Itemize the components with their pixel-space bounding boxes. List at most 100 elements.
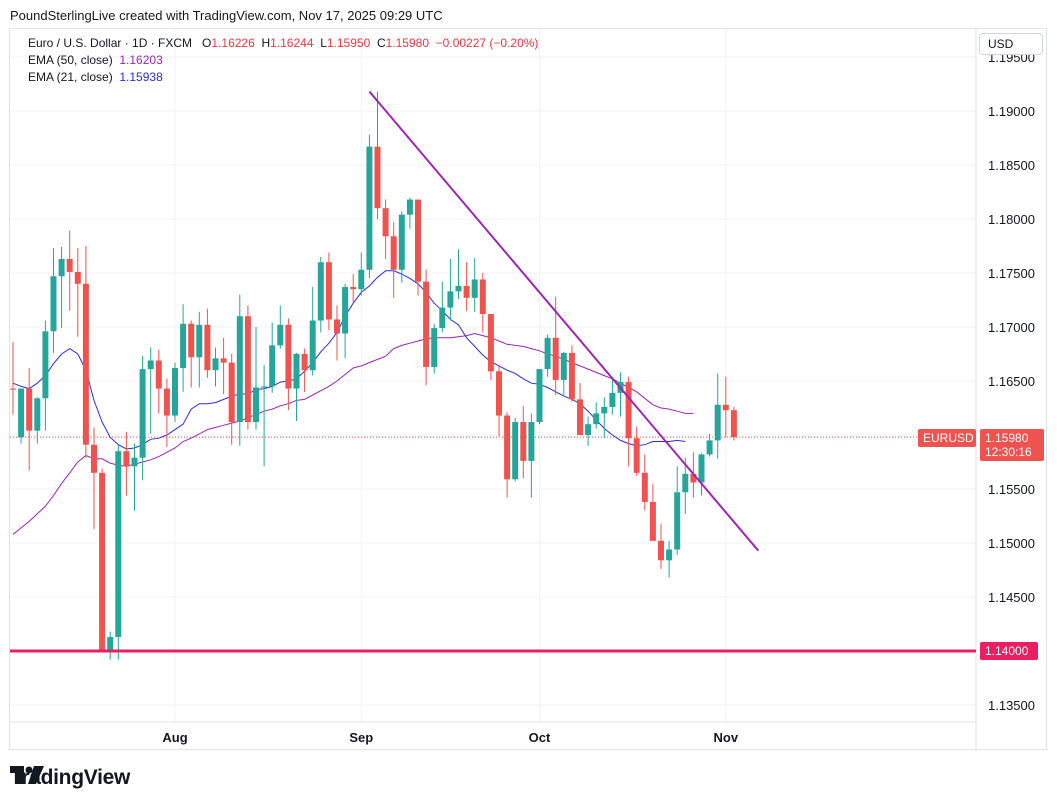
candle-body — [674, 492, 681, 550]
ema21-value: 1.15938 — [119, 70, 163, 84]
ema50-value: 1.16203 — [119, 53, 163, 67]
time-tick-label: Aug — [162, 730, 187, 745]
candle-body — [253, 387, 259, 423]
candle-body — [447, 291, 454, 308]
candle-body — [544, 337, 551, 370]
currency-button[interactable]: USD — [979, 33, 1043, 55]
candle-body — [455, 285, 462, 292]
candle-body — [568, 352, 575, 400]
candle-body — [244, 316, 251, 423]
candle-body — [528, 422, 535, 461]
chart-attribution: PoundSterlingLive created with TradingVi… — [10, 8, 443, 23]
time-tick-label: Sep — [349, 730, 373, 745]
price-tick-label: 1.16500 — [988, 374, 1035, 389]
candle-body — [301, 354, 308, 371]
bar-countdown-text: 12:30:16 — [985, 445, 1032, 460]
candle-body — [560, 352, 567, 380]
candle-body — [666, 549, 673, 561]
high-value: 1.16244 — [270, 36, 314, 50]
candle-body — [50, 276, 57, 332]
price-chart[interactable]: 1.195001.190001.185001.180001.175001.170… — [10, 29, 1048, 751]
change-value: −0.00227 (−0.20%) — [435, 36, 539, 50]
candle-body — [520, 422, 527, 461]
candle-body — [504, 415, 511, 480]
candle-body — [325, 262, 332, 320]
candle-body — [131, 457, 138, 467]
ema50-line — [12, 332, 694, 535]
tradingview-logo: TradingView — [10, 766, 130, 790]
candle-body — [147, 360, 154, 370]
time-tick-label: Oct — [529, 730, 551, 745]
candle-body — [706, 440, 713, 455]
open-value: 1.16226 — [211, 36, 255, 50]
trendline — [368, 90, 759, 552]
candle-body — [390, 236, 397, 270]
candle-body — [66, 258, 73, 272]
candle-body — [155, 360, 162, 389]
high-label: H — [261, 36, 271, 50]
candle-body — [293, 354, 300, 389]
ema21-legend[interactable]: EMA (21, close) 1.15938 — [28, 70, 163, 84]
candle-body — [698, 454, 705, 483]
chart-area[interactable]: 1.19500 1.19000 1.18500 1.18000 1.17500 1.170… — [9, 28, 1048, 751]
candle-body — [374, 146, 381, 209]
support-level-tag: 1.14000 — [980, 642, 1038, 660]
candle-body — [261, 386, 268, 388]
candle-body — [406, 199, 413, 215]
price-tick-label: 1.17500 — [988, 266, 1035, 281]
last-price-tag: 1.15980 12:30:16 — [980, 429, 1044, 462]
ema50-legend[interactable]: EMA (50, close) 1.16203 — [28, 53, 163, 67]
close-label: C — [376, 36, 386, 50]
price-tick-label: 1.17000 — [988, 320, 1035, 335]
candle-body — [99, 472, 106, 653]
price-tick-label: 1.19000 — [988, 104, 1035, 119]
candle-body — [415, 199, 421, 282]
candle-body — [658, 540, 664, 561]
candle-body — [82, 283, 89, 445]
candle-body — [439, 307, 446, 329]
low-label: L — [320, 36, 327, 50]
candle-body — [382, 208, 389, 237]
candle-body — [115, 451, 122, 637]
candle-body — [463, 285, 470, 298]
candle-body — [479, 279, 486, 315]
support-level-text: 1.14000 — [985, 644, 1029, 658]
candle-body — [163, 388, 170, 416]
ema21-line — [12, 270, 686, 450]
ema50-label: EMA (50, close) — [28, 53, 113, 67]
candle-body — [236, 316, 243, 423]
price-symbol-text: EURUSD — [923, 431, 974, 446]
last-price-text: 1.15980 — [985, 431, 1029, 446]
candle-body — [58, 258, 65, 277]
price-tick-label: 1.14500 — [988, 590, 1035, 605]
candle-body — [722, 404, 729, 411]
time-tick-label: Nov — [714, 730, 739, 745]
candle-body — [269, 345, 276, 387]
open-label: O — [202, 36, 212, 50]
price-symbol-tag: EURUSD — [918, 429, 976, 448]
candle-body — [317, 262, 324, 321]
candle-body — [350, 287, 357, 290]
candle-body — [601, 406, 608, 414]
candle-body — [285, 324, 292, 389]
candle-body — [682, 473, 689, 493]
candle-body — [123, 451, 130, 467]
candle-body — [423, 281, 430, 367]
candle-body — [34, 398, 41, 431]
candle-body — [91, 444, 97, 473]
candle-body — [188, 323, 195, 358]
candle-body — [487, 314, 494, 372]
candle-body — [536, 369, 543, 423]
candle-body — [633, 438, 640, 473]
candle-body — [18, 388, 25, 438]
close-value: 1.15980 — [385, 36, 429, 50]
ema21-label: EMA (21, close) — [28, 70, 113, 84]
candle-body — [609, 392, 616, 407]
ohlc-legend: Euro / U.S. Dollar · 1D · FXCM O1.16226 … — [28, 36, 538, 50]
candle-body — [309, 320, 316, 371]
price-tick-label: 1.13500 — [988, 698, 1035, 713]
candle-body — [366, 146, 373, 270]
low-value: 1.15950 — [326, 36, 371, 50]
candle-body — [180, 323, 187, 369]
candle-body — [593, 413, 600, 425]
